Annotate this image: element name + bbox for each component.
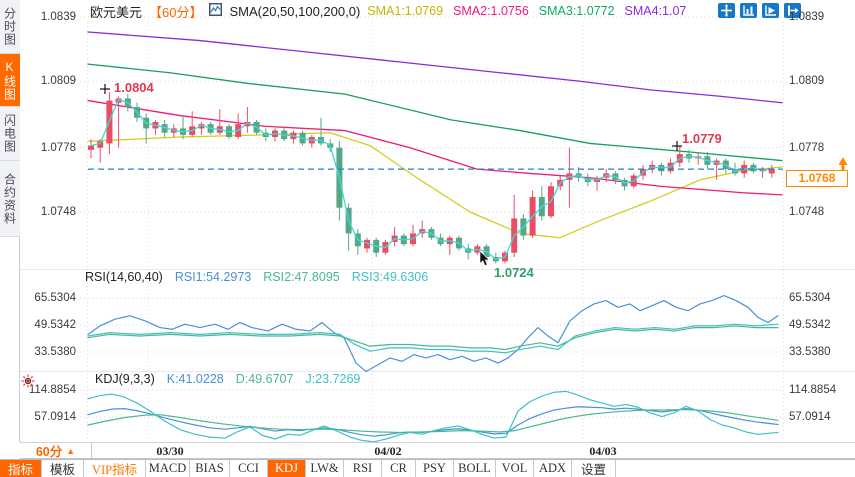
kdj-line-k	[87, 406, 779, 437]
toolbar-item-RSI[interactable]: RSI	[344, 460, 382, 477]
candle-body-up	[88, 145, 94, 150]
indicator-sun-icon	[21, 374, 35, 388]
rsi-value-1: RSI1:54.2973	[174, 270, 252, 284]
toolbar-item-设置[interactable]: 设置	[572, 460, 616, 477]
price-axis-tick: 1.0839	[40, 11, 76, 23]
crosshair-move-icon[interactable]	[718, 3, 735, 18]
candle-body-up	[198, 124, 205, 129]
overlay-sma200	[87, 31, 783, 104]
candle-body-up	[97, 141, 104, 148]
kdj-axis-tick: 114.8854	[789, 384, 837, 396]
period-selector[interactable]: 60分 ▲	[20, 443, 92, 459]
date-label-1: 03/30	[156, 444, 184, 458]
price-axis-tick: 1.0809	[789, 75, 825, 88]
toolbar-item-CCI[interactable]: CCI	[230, 460, 268, 477]
sidebar-tab-2[interactable]: K线图	[0, 54, 20, 107]
sma-value-3: SMA3:1.0772	[538, 4, 615, 18]
toolbar-item-BIAS[interactable]: BIAS	[190, 460, 230, 477]
toolbar-item-BOLL[interactable]: BOLL	[454, 460, 496, 477]
kdj-axis-tick: 57.0914	[34, 410, 76, 423]
kdj-axis-tick: 114.8854	[28, 384, 76, 396]
last-price-tag: 1.0768	[786, 170, 848, 187]
price-axis-tick: 1.0839	[789, 11, 825, 23]
kdj-line-d	[87, 408, 779, 434]
price-axis-tick: 1.0748	[789, 206, 825, 218]
candle-body-up	[244, 122, 251, 127]
kdj-title-label: KDJ(9,3,3)	[95, 372, 155, 386]
toolbar-item-PSY[interactable]: PSY	[416, 460, 454, 477]
sidebar: 分时图 K线图 闪电图 合约资料	[0, 0, 20, 442]
fast-ma-line	[90, 98, 773, 260]
kdj-header: KDJ(9,3,3) K:41.0228 D:49.6707 J:23.7269	[95, 372, 360, 386]
toolbar-item-ADX[interactable]: ADX	[534, 460, 572, 477]
candle-body-up	[364, 239, 370, 249]
price-axis-tick: 1.0748	[40, 206, 76, 218]
kdj-axis-tick: 57.0914	[789, 410, 831, 423]
overlay-sma20	[87, 132, 783, 239]
kdj-value-2: D:49.6707	[235, 372, 294, 386]
rsi-axis-tick: 49.5342	[34, 319, 76, 331]
price-axis-tick: 1.0778	[789, 141, 825, 154]
sidebar-tab-1[interactable]: 分时图	[0, 0, 20, 54]
toolbar-item-指标[interactable]: 指标	[0, 460, 42, 477]
first-high-label: 1.0804	[114, 80, 154, 95]
timeline-row: 60分 ▲ 03/30 04/02 04/03	[20, 442, 855, 459]
swing-high-label: 1.0779	[682, 131, 722, 146]
toolbar-item-LW&[interactable]: LW&	[306, 460, 344, 477]
toolbar-item-VOL[interactable]: VOL	[496, 460, 534, 477]
chart-header: 欧元美元 【60分】 SMA(20,50,100,200,0) SMA1:1.0…	[90, 1, 686, 21]
sma-chart-icon	[209, 3, 223, 19]
rsi-axis-tick: 33.5380	[789, 345, 831, 358]
kdj-line-j	[87, 390, 779, 443]
rsi-value-3: RSI3:49.6306	[351, 270, 429, 284]
indicator-toolbar: 指标 模板 VIP指标 MACD BIAS CCI KDJ LW& RSI CR PSY BOLL VO…	[0, 459, 855, 477]
kdj-value-1: K:41.0228	[166, 372, 224, 386]
price-axis-tick: 1.0809	[40, 75, 76, 88]
candle-body-down	[161, 124, 168, 133]
date-label-3: 04/03	[589, 444, 617, 458]
toolbar-item-MACD[interactable]: MACD	[146, 460, 190, 477]
rsi-line-rsi2	[87, 325, 779, 351]
price-axis-tick: 1.0778	[40, 141, 76, 154]
toolbar-item-模板[interactable]: 模板	[42, 460, 84, 477]
symbol-name: 欧元美元	[90, 4, 143, 20]
rsi-line-rsi1	[87, 294, 779, 373]
mouse-cursor-icon	[479, 250, 490, 266]
sidebar-tab-4[interactable]: 合约资料	[0, 161, 20, 237]
rsi-axis-tick: 65.5304	[789, 292, 831, 304]
period-label: 60分	[35, 445, 63, 459]
overlay-sma50	[87, 99, 783, 196]
axis-cursor-icon[interactable]	[762, 3, 779, 18]
sma-value-4: SMA4:1.07	[624, 4, 687, 18]
period-dropdown-icon: ▲	[66, 445, 76, 456]
shift-right-icon[interactable]	[784, 3, 801, 18]
sma-value-2: SMA2:1.0756	[453, 4, 529, 18]
candle-body-up	[768, 169, 775, 174]
last-price-arrow-icon	[838, 157, 848, 172]
toolbar-item-CR[interactable]: CR	[382, 460, 416, 477]
overlay-sma100	[87, 63, 783, 162]
rsi-axis-tick: 49.5342	[789, 319, 831, 331]
rsi-value-2: RSI2:47.8095	[263, 270, 340, 284]
rsi-title-label: RSI(14,60,40)	[85, 270, 163, 284]
swing-low-label: 1.0724	[494, 265, 534, 280]
rsi-axis-tick: 33.5380	[34, 345, 76, 358]
period-badge: 【60分】	[149, 4, 203, 20]
sidebar-tab-3[interactable]: 闪电图	[0, 107, 20, 161]
date-label-2: 04/02	[374, 444, 402, 458]
toolbar-item-KDJ[interactable]: KDJ	[268, 460, 306, 477]
toolbar-item-VIP指标[interactable]: VIP指标	[84, 460, 146, 477]
sma-value-1: SMA1:1.0769	[367, 4, 444, 18]
rsi-axis-tick: 65.5304	[34, 292, 76, 304]
sma-values: SMA1:1.0769 SMA2:1.0756 SMA3:1.0772 SMA4:1.…	[367, 4, 686, 18]
kdj-value-3: J:23.7269	[305, 372, 361, 386]
chart-toolbar-icons	[718, 3, 801, 18]
rsi-header: RSI(14,60,40) RSI1:54.2973 RSI2:47.8095 RS…	[85, 270, 428, 284]
axis-bars-icon[interactable]	[740, 3, 757, 18]
sma-indicator-label: SMA(20,50,100,200,0)	[229, 3, 361, 19]
rsi-line-rsi3	[87, 323, 779, 354]
